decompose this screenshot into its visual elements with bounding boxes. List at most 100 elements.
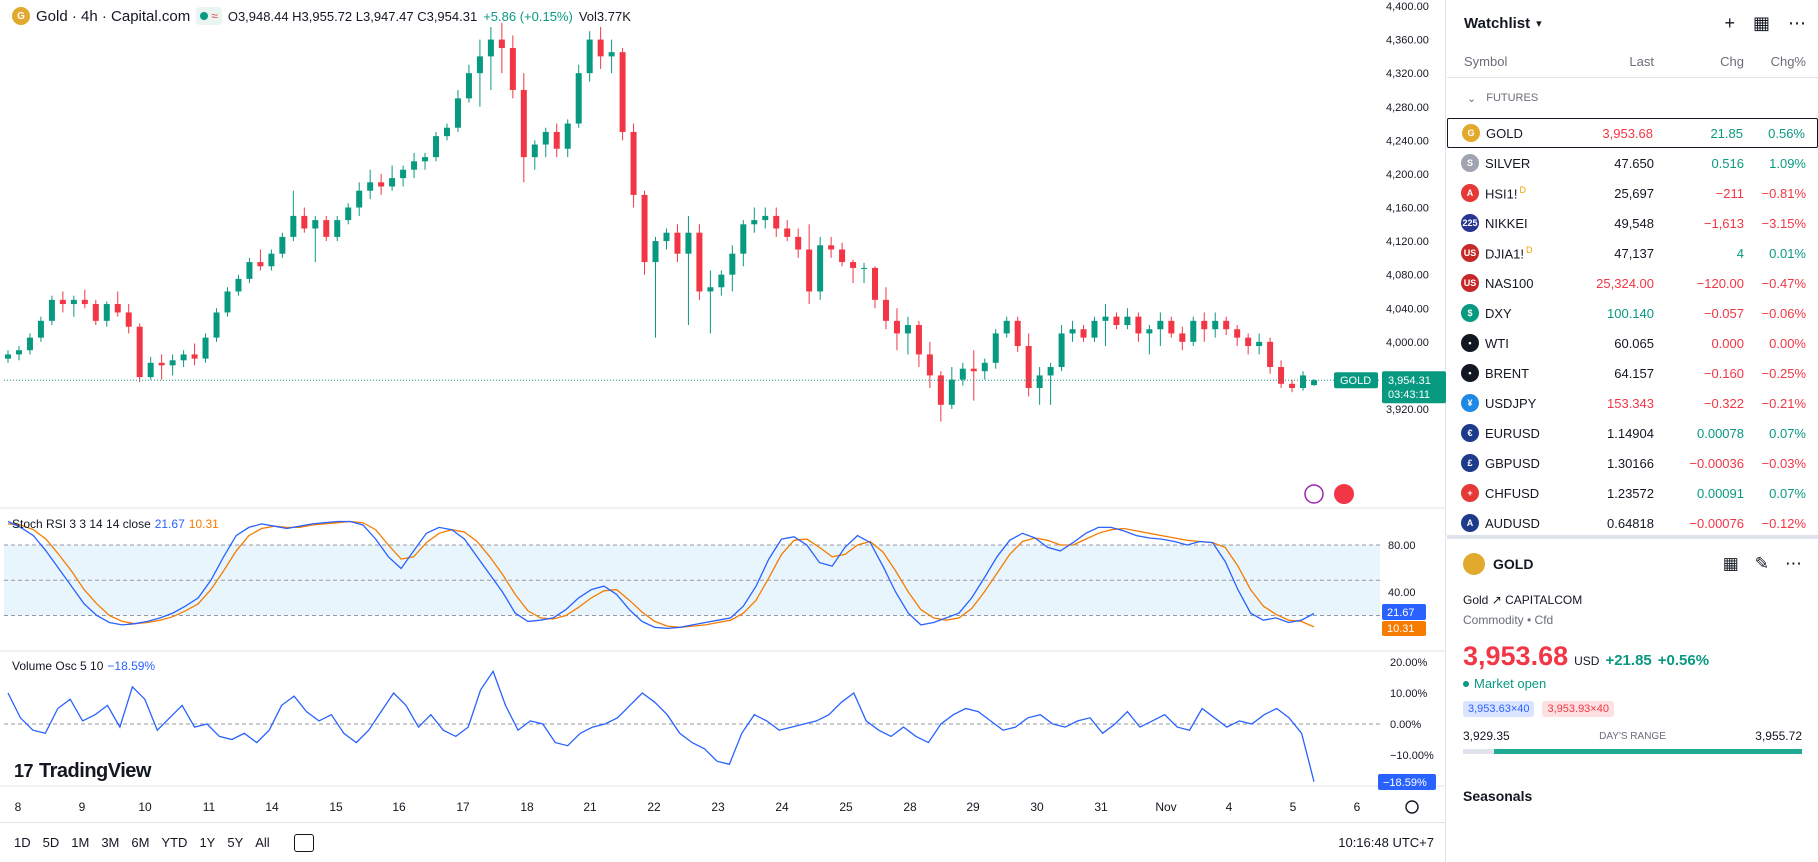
section-futures[interactable]: ⌄ FUTURES [1447,78,1818,118]
column-chg[interactable]: Chg [1720,54,1744,69]
row-symbol-text: WTI [1485,335,1509,351]
candle-body [1289,383,1296,389]
watchlist-row-usdjpy[interactable]: ¥ USDJPY 153.343 −0.322 −0.21% [1447,388,1818,418]
details-symbol[interactable]: GOLD [1493,556,1534,572]
grid-layout-icon[interactable]: ▦ [1722,554,1739,573]
range-buttons: 1D 5D 1M 3M 6M YTD 1Y 5Y All [14,835,282,850]
watchlist-row-nikkei[interactable]: 225 NIKKEI 49,548 −1,613 −3.15% [1447,208,1818,238]
watchlist-row-silver[interactable]: S SILVER 47.650 0.516 1.09% [1447,148,1818,178]
row-symbol: DJIA1! D [1485,245,1564,261]
candle-body [400,169,407,179]
watchlist-row-gbpusd[interactable]: £ GBPUSD 1.30166 −0.00036 −0.03% [1447,448,1818,478]
candle-body [948,379,955,405]
more-options-icon[interactable]: ⋯ [1788,12,1806,33]
watchlist-row-hsi1[interactable]: A HSI1! D 25,697 −211 −0.81% [1447,178,1818,208]
watchlist-row-nas100[interactable]: US NAS100 25,324.00 −120.00 −0.47% [1447,268,1818,298]
watchlist-row-audusd[interactable]: A AUDUSD 0.64818 −0.00076 −0.12% [1447,508,1818,538]
stoch-k-value: 21.67 [154,517,185,531]
column-chg-pct[interactable]: Chg% [1770,54,1806,69]
price-axis-label: 4,280.00 [1386,102,1429,114]
candle-body [992,333,999,363]
symbol-logo-icon: • [1461,364,1479,382]
symbol-logo-icon: US [1461,244,1479,262]
watchlist-row-gold[interactable]: G GOLD 3,953.68 21.85 0.56% [1447,118,1818,148]
row-chg: −211 [1715,185,1744,201]
date-label: 15 [329,800,343,814]
range-button-1m[interactable]: 1M [71,835,90,850]
days-range: 3,929.35 DAY'S RANGE 3,955.72 [1463,729,1802,743]
date-label: 5 [1290,800,1297,814]
candle-body [114,304,121,313]
details-name[interactable]: Gold [1463,593,1489,607]
row-symbol: GBPUSD [1485,456,1564,471]
candle-body [1025,346,1032,389]
price-axis-label: 4,360.00 [1386,35,1429,47]
range-button-1d[interactable]: 1D [14,835,31,850]
symbol-logo-icon: S [1461,154,1479,172]
candle-body [136,326,143,378]
candle-body [103,304,110,321]
range-button-3m[interactable]: 3M [101,835,120,850]
stoch-rsi-label[interactable]: Stoch RSI 3 3 14 14 close 21.67 10.31 [12,517,219,531]
more-options-icon[interactable]: ⋯ [1785,554,1802,573]
gold-coin-icon [1463,553,1485,575]
candle-body [1091,320,1098,338]
row-last: 25,324.00 [1596,275,1654,291]
watchlist-row-dxy[interactable]: $ DXY 100.140 −0.057 −0.06% [1447,298,1818,328]
last-price-tag-bg [1382,371,1446,404]
details-currency: USD [1574,654,1600,668]
candle-body [718,274,725,288]
candle-body [839,249,846,263]
watchlist-row-wti[interactable]: • WTI 60.065 0.000 0.00% [1447,328,1818,358]
range-button-5d[interactable]: 5D [42,835,60,850]
price-axis-label: 3,920.00 [1386,404,1429,416]
clock[interactable]: 10:16:48 UTC+7 [1338,835,1434,850]
row-chg-pct: 0.01% [1769,245,1806,261]
row-symbol-text: EURUSD [1485,425,1540,441]
column-symbol[interactable]: Symbol [1464,54,1508,69]
row-symbol-text: NIKKEI [1485,215,1528,231]
range-button-ytd[interactable]: YTD [161,835,188,850]
range-button-all[interactable]: All [255,835,270,850]
row-chg: 0.000 [1711,335,1744,351]
external-link-icon[interactable]: ↗ [1491,593,1506,607]
gold-coin-icon: G [12,7,30,25]
range-button-5y[interactable]: 5Y [227,835,244,850]
candle-body [630,131,637,195]
chart-canvas[interactable]: 4,400.00 4,360.00 4,320.00 4,280.00 4,240.00… [0,0,1446,862]
market-status-pill[interactable]: ≈ [196,7,222,25]
watchlist-row-djia1[interactable]: US DJIA1! D 47,137 4 0.01% [1447,238,1818,268]
go-to-date-icon[interactable] [293,833,314,852]
chevron-down-icon[interactable]: ▾ [1536,17,1542,30]
candle-body [740,224,747,254]
row-symbol: SILVER [1485,156,1564,171]
candle-body [685,232,692,254]
watchlist-row-brent[interactable]: • BRENT 64.157 −0.160 −0.25% [1447,358,1818,388]
candle-body [1190,320,1197,342]
watchlist-title[interactable]: Watchlist [1464,14,1531,32]
candle-body [509,47,516,90]
row-symbol: GOLD [1486,126,1563,141]
candle-body [235,278,242,292]
range-button-6m[interactable]: 6M [131,835,150,850]
edit-note-icon[interactable]: ✎ [1754,554,1769,573]
seasonals-title[interactable]: Seasonals [1463,788,1533,804]
candle-body [1157,320,1164,330]
candle-body [224,291,231,313]
date-label: 16 [392,800,406,814]
row-symbol: WTI [1485,336,1564,351]
price-axis-label: 4,080.00 [1386,270,1429,282]
advanced-view-icon[interactable]: ▦ [1752,12,1770,33]
candle-body [542,131,549,145]
symbol-title[interactable]: Gold · 4h · Capital.com [36,7,191,25]
watchlist-row-chfusd[interactable]: + CHFUSD 1.23572 0.00091 0.07% [1447,478,1818,508]
candle-body [454,98,461,128]
add-symbol-icon[interactable]: + [1724,12,1735,33]
volume-osc-label[interactable]: Volume Osc 5 10 −18.59% [12,659,155,673]
tradingview-logo[interactable]: 17 TradingView [14,760,151,783]
range-button-1y[interactable]: 1Y [199,835,216,850]
chart-area[interactable]: 4,400.00 4,360.00 4,320.00 4,280.00 4,240.00… [0,0,1446,862]
column-last[interactable]: Last [1629,54,1654,69]
watchlist-row-eurusd[interactable]: € EURUSD 1.14904 0.00078 0.07% [1447,418,1818,448]
stoch-d-tag-bg [1382,621,1426,636]
